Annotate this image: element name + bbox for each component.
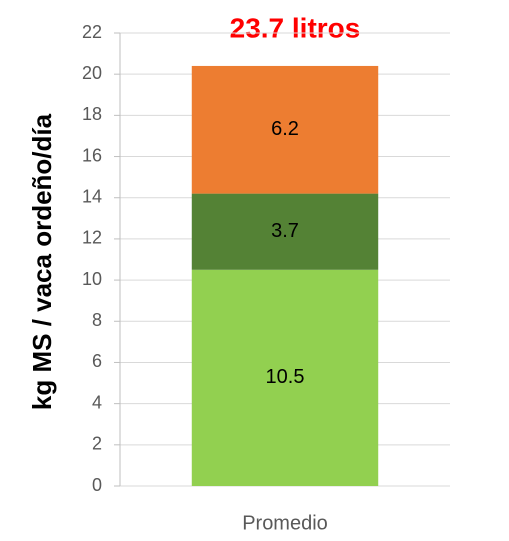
y-tick-label: 14	[82, 186, 102, 206]
y-tick-label: 20	[82, 63, 102, 83]
y-tick-label: 18	[82, 104, 102, 124]
bar-segment	[191, 193, 379, 270]
y-tick-label: 6	[92, 351, 102, 371]
y-tick-label: 16	[82, 145, 102, 165]
data-label: 3.7	[271, 220, 299, 242]
y-tick-label: 22	[82, 22, 102, 42]
y-tick-label: 2	[92, 434, 102, 454]
data-label: 10.5	[266, 366, 305, 388]
annotation: 23.7 litros	[230, 12, 361, 43]
y-tick-label: 10	[82, 269, 102, 289]
y-tick-label: 0	[92, 475, 102, 495]
bar-segment	[191, 65, 379, 194]
y-tick-label: 4	[92, 392, 102, 412]
y-axis-title: kg MS / vaca ordeño/día	[27, 113, 57, 410]
y-tick-label: 8	[92, 310, 102, 330]
x-tick-label: Promedio	[242, 512, 328, 534]
data-label: 6.2	[271, 118, 299, 140]
bar-segment	[191, 269, 379, 486]
y-tick-label: 12	[82, 228, 102, 248]
